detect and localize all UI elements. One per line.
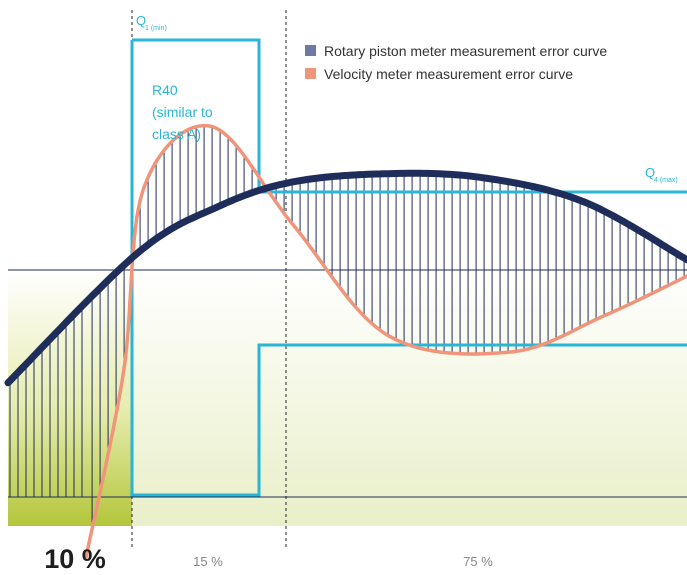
qmax-subscript: 4 (max) xyxy=(654,177,678,184)
legend-swatch-velocity xyxy=(305,68,316,79)
x-segment-labels: 10 % 15 % 75 % xyxy=(44,544,493,574)
upper-tolerance-limit xyxy=(132,38,687,194)
velocity-meter-error-curve xyxy=(84,123,687,559)
rotary-piston-error-curve xyxy=(4,169,687,387)
accuracy-area-background xyxy=(132,270,687,526)
qmin-marker: Q 1 (min) xyxy=(136,13,167,32)
low-flow-zone xyxy=(8,270,132,526)
deviation-hatching xyxy=(9,125,685,529)
qmin-subscript: 1 (min) xyxy=(145,25,167,32)
legend-label-rotary: Rotary piston meter measurement error cu… xyxy=(324,43,607,59)
legend: Rotary piston meter measurement error cu… xyxy=(305,43,607,82)
accuracy-class-line-3: class A) xyxy=(152,126,201,142)
error-curves xyxy=(4,123,687,559)
legend-label-velocity: Velocity meter measurement error curve xyxy=(324,66,573,82)
qmin-label: Q xyxy=(136,13,146,28)
accuracy-class-line-1: R40 xyxy=(152,82,178,98)
segment-label-transition: 15 % xyxy=(193,554,223,569)
legend-swatch-rotary xyxy=(305,45,316,56)
accuracy-class-line-2: (similar to xyxy=(152,104,213,120)
segment-label-main-range: 75 % xyxy=(463,554,493,569)
lower-tolerance-limit xyxy=(130,40,687,497)
qmax-marker: Q 4 (max) xyxy=(645,165,678,184)
tolerance-envelope xyxy=(130,38,687,497)
segment-label-low-flow: 10 % xyxy=(44,544,106,574)
accuracy-class-annotation: R40 (similar to class A) xyxy=(152,82,213,142)
qmax-label: Q xyxy=(645,165,655,180)
